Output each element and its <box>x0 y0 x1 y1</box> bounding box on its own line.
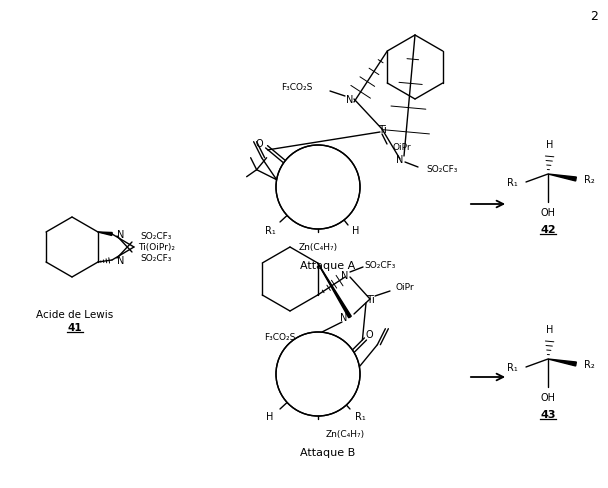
Polygon shape <box>548 175 576 182</box>
Text: N: N <box>347 95 354 105</box>
Text: Zn(C₄H₇): Zn(C₄H₇) <box>326 429 365 439</box>
Text: H: H <box>266 411 274 421</box>
Polygon shape <box>548 359 576 366</box>
Text: N: N <box>117 256 125 265</box>
Polygon shape <box>98 232 112 236</box>
Text: H: H <box>352 225 360 236</box>
Polygon shape <box>318 264 351 318</box>
Text: SO₂CF₃: SO₂CF₃ <box>364 261 396 270</box>
Text: F₃CO₂S: F₃CO₂S <box>281 83 312 92</box>
Text: R₂: R₂ <box>584 359 595 369</box>
Text: Attaque B: Attaque B <box>300 447 356 457</box>
Text: OH: OH <box>541 207 556 218</box>
Text: N: N <box>117 229 125 240</box>
Text: 42: 42 <box>540 224 556 235</box>
Text: Acide de Lewis: Acide de Lewis <box>36 309 114 319</box>
Text: O: O <box>256 139 263 149</box>
Text: Ti: Ti <box>365 294 375 305</box>
Text: R₁: R₁ <box>354 411 365 421</box>
Text: H: H <box>547 325 554 334</box>
Text: Attaque A: Attaque A <box>300 261 356 270</box>
Text: OiPr: OiPr <box>392 143 410 152</box>
Text: SO₂CF₃: SO₂CF₃ <box>426 165 458 174</box>
Text: SO₂CF₃: SO₂CF₃ <box>140 232 171 241</box>
Text: R₂: R₂ <box>584 175 595 184</box>
Text: Ti(OiPr)₂: Ti(OiPr)₂ <box>138 243 175 252</box>
Text: Zn(C₄H₇): Zn(C₄H₇) <box>299 243 337 252</box>
Text: N: N <box>340 312 348 323</box>
Text: OH: OH <box>541 392 556 402</box>
Text: H: H <box>547 140 554 150</box>
Text: Ti: Ti <box>378 125 387 135</box>
Text: F₃CO₂S: F₃CO₂S <box>264 333 295 342</box>
Text: R₁: R₁ <box>507 362 518 372</box>
Text: R₁: R₁ <box>264 225 275 236</box>
Text: 43: 43 <box>541 409 556 419</box>
Text: SO₂CF₃: SO₂CF₃ <box>140 254 171 263</box>
Text: R₁: R₁ <box>507 178 518 187</box>
Circle shape <box>276 146 360 229</box>
Text: O: O <box>365 329 373 339</box>
Text: OiPr: OiPr <box>395 283 413 292</box>
Text: N: N <box>341 270 348 281</box>
Circle shape <box>276 332 360 416</box>
Text: N: N <box>396 155 404 164</box>
Text: 2: 2 <box>590 10 598 23</box>
Text: 41: 41 <box>67 323 82 332</box>
